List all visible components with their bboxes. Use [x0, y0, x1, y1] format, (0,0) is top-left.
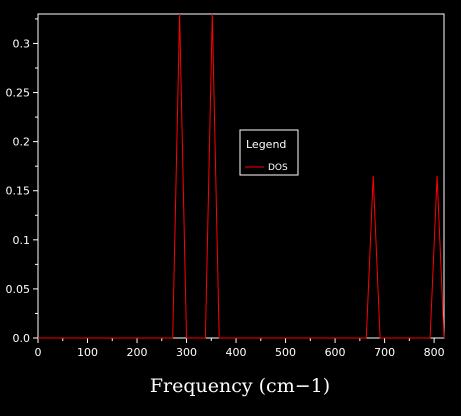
y-tick-label: 0.2 [13, 136, 31, 149]
x-tick-label: 600 [325, 346, 346, 359]
y-tick-label: 0.1 [13, 234, 31, 247]
series-group [38, 13, 445, 339]
legend-title: Legend [246, 138, 286, 151]
x-tick-label: 800 [424, 346, 445, 359]
x-ticks: 0 100 200 300 400 500 600 700 800 [35, 338, 445, 359]
y-tick-label: 0.3 [13, 37, 31, 50]
y-tick-label: 0.0 [13, 332, 31, 345]
y-tick-label: 0.05 [6, 283, 31, 296]
x-tick-label: 500 [275, 346, 296, 359]
y-tick-label: 0.15 [6, 185, 31, 198]
x-tick-label: 700 [374, 346, 395, 359]
plot-frame [37, 13, 445, 339]
x-tick-label: 0 [35, 346, 42, 359]
x-tick-label: 200 [127, 346, 148, 359]
y-ticks: 0.0 0.05 0.1 0.15 0.2 0.25 0.3 [6, 18, 38, 345]
x-axis-title: Frequency (cm−1) [150, 375, 330, 397]
x-tick-label: 100 [77, 346, 98, 359]
legend: Legend DOS [239, 129, 299, 176]
y-tick-label: 0.25 [6, 87, 31, 100]
axes [37, 13, 445, 339]
legend-entry-dos: DOS [268, 163, 288, 173]
x-tick-label: 300 [176, 346, 197, 359]
x-tick-label: 400 [226, 346, 247, 359]
series-line-dos [38, 13, 445, 339]
